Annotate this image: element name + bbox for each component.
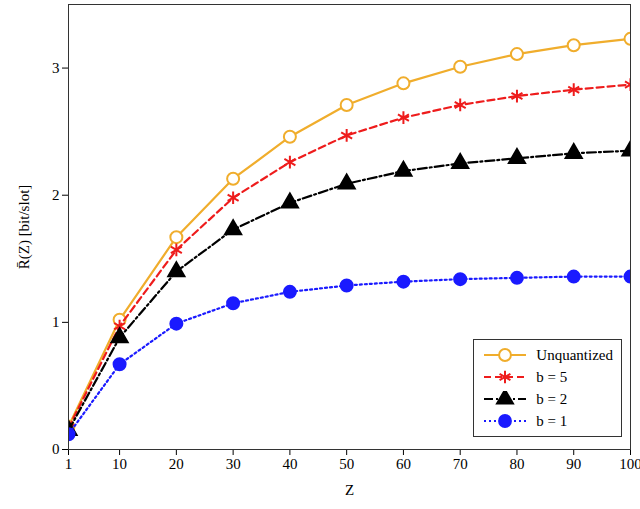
svg-text:100: 100 xyxy=(619,456,640,472)
svg-text:1: 1 xyxy=(52,314,60,330)
svg-text:40: 40 xyxy=(282,456,297,472)
svg-text:90: 90 xyxy=(566,456,581,472)
html-text:b = 1: b = 1 xyxy=(536,412,568,429)
svg-text:80: 80 xyxy=(509,456,524,472)
svg-text:2: 2 xyxy=(52,187,60,203)
svg-text:3: 3 xyxy=(52,60,60,76)
html-text:Unquantized: Unquantized xyxy=(536,346,613,363)
svg-text:R̄(Z) [bit/slot]: R̄(Z) [bit/slot] xyxy=(16,185,33,270)
html-text:b = 2: b = 2 xyxy=(536,390,568,407)
svg-text:10: 10 xyxy=(112,456,127,472)
svg-text:70: 70 xyxy=(453,456,468,472)
svg-text:Z: Z xyxy=(345,482,354,498)
html-text:b = 5: b = 5 xyxy=(536,368,568,385)
svg-text:30: 30 xyxy=(226,456,241,472)
svg-text:0: 0 xyxy=(52,441,60,457)
svg-text:20: 20 xyxy=(169,456,184,472)
svg-text:60: 60 xyxy=(396,456,411,472)
svg-text:50: 50 xyxy=(339,456,354,472)
svg-text:1: 1 xyxy=(65,456,73,472)
